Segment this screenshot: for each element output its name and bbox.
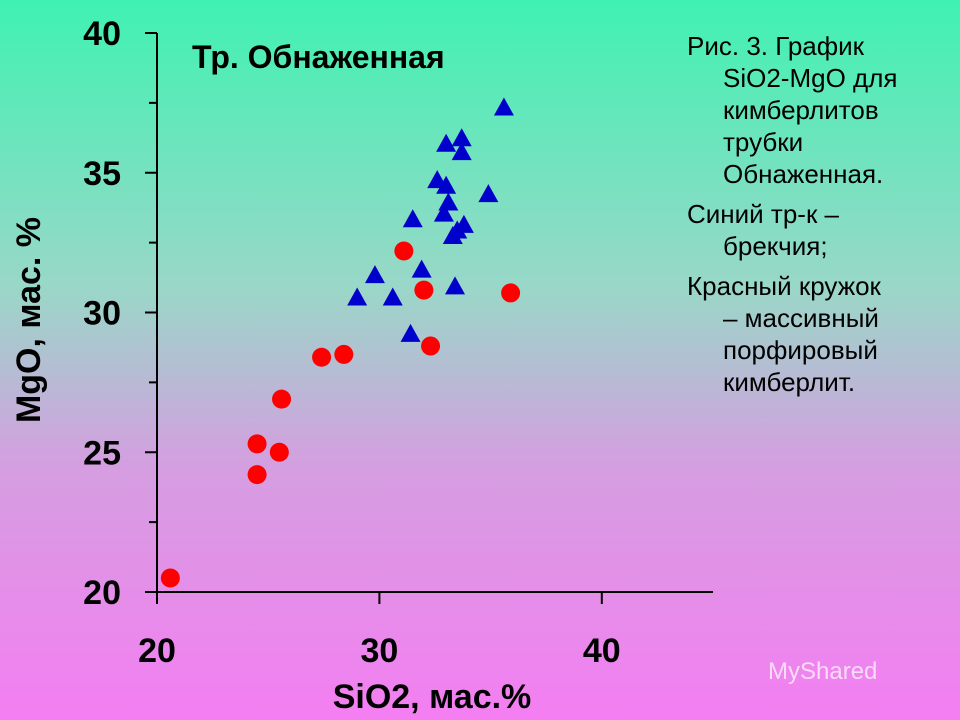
caption-line: Рис. 3. График <box>687 31 865 61</box>
x-tick-label: 40 <box>583 632 621 670</box>
data-point-triangle <box>382 287 403 306</box>
data-point-triangle <box>402 209 423 228</box>
y-tick-label: 20 <box>83 574 121 612</box>
caption-line: Синий тр-к – <box>687 199 840 229</box>
y-tick-label: 25 <box>83 434 121 472</box>
data-point-circle <box>272 389 292 409</box>
caption-line: – массивный <box>723 303 879 333</box>
caption-line: порфировый <box>723 335 878 365</box>
data-point-triangle <box>453 214 474 233</box>
data-point-circle <box>160 568 180 588</box>
y-axis-label: MgO, мас. % <box>10 217 48 423</box>
data-point-triangle <box>400 323 421 342</box>
data-point-circle <box>394 241 414 261</box>
figure-caption: Рис. 3. График SiO2-MgO для кимберлитов … <box>687 30 957 406</box>
caption-line: Красный кружок <box>687 271 881 301</box>
data-point-triangle <box>436 175 457 194</box>
data-point-triangle <box>436 133 457 152</box>
caption-line: брекчия; <box>723 231 828 261</box>
data-point-triangle <box>478 184 499 203</box>
data-point-circle <box>247 465 267 485</box>
data-point-circle <box>414 280 434 300</box>
data-point-circle <box>334 344 354 364</box>
data-point-triangle <box>451 142 472 161</box>
data-point-circle <box>421 336 441 356</box>
watermark-logo: MyShared <box>768 658 878 685</box>
data-point-circle <box>247 434 267 454</box>
x-tick-label: 30 <box>360 632 398 670</box>
x-axis-label: SiO2, мас.% <box>333 678 532 716</box>
data-point-triangle <box>433 203 454 222</box>
data-point-circle <box>501 283 521 303</box>
y-tick-label: 35 <box>83 155 121 193</box>
data-point-circle <box>269 442 289 462</box>
caption-line: кимберлитов <box>723 95 879 125</box>
data-point-triangle <box>347 287 368 306</box>
caption-line: Обнаженная. <box>723 159 884 189</box>
data-point-triangle <box>411 259 432 278</box>
data-point-triangle <box>493 97 514 116</box>
y-tick-label: 30 <box>83 295 121 333</box>
chart-title: Тр. Обнаженная <box>192 39 445 75</box>
data-point-circle <box>312 347 332 367</box>
y-tick-label: 40 <box>83 15 121 53</box>
data-point-triangle <box>438 192 459 211</box>
x-tick-label: 20 <box>138 632 176 670</box>
data-point-triangle <box>451 128 472 147</box>
caption-line: трубки <box>723 127 804 157</box>
caption-line: кимберлит. <box>723 367 856 397</box>
data-point-triangle <box>445 276 466 295</box>
caption-line: SiO2-MgO для <box>723 63 898 93</box>
data-point-triangle <box>364 265 385 284</box>
